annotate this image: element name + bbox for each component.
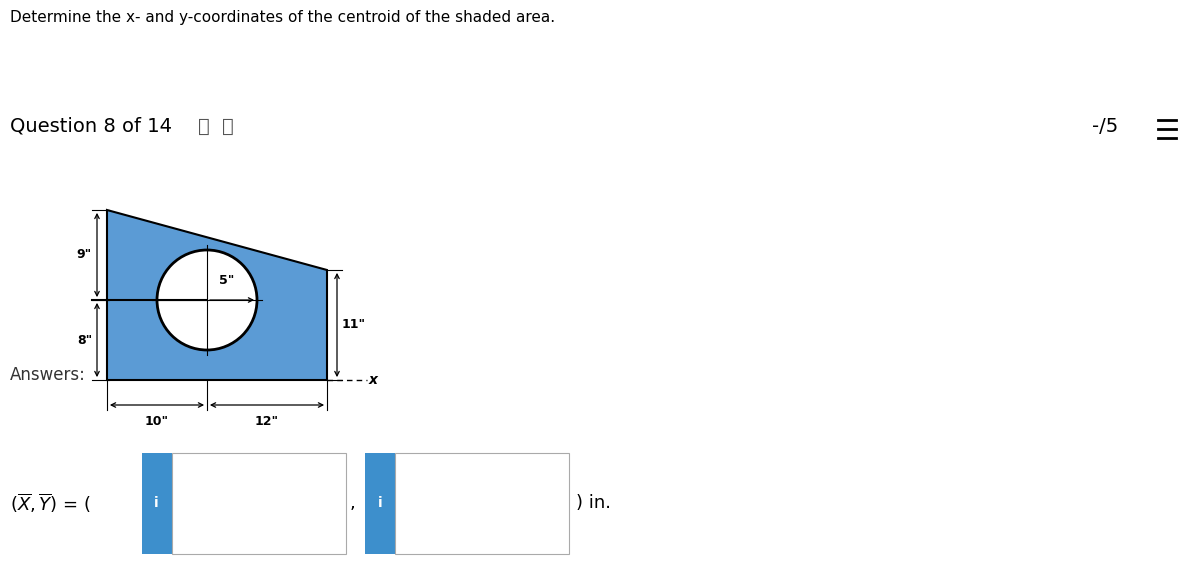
Text: 〉: 〉 (222, 116, 234, 135)
Text: x: x (370, 373, 378, 387)
Circle shape (157, 250, 257, 350)
Text: Question 8 of 14: Question 8 of 14 (10, 116, 172, 135)
FancyBboxPatch shape (142, 453, 172, 554)
Text: ) in.: ) in. (576, 494, 611, 512)
Text: -/5: -/5 (1092, 116, 1118, 135)
Text: 12": 12" (254, 415, 280, 428)
Text: ←  CW3: ← CW3 (36, 58, 104, 76)
FancyBboxPatch shape (395, 453, 569, 554)
Text: Answers:: Answers: (10, 366, 85, 384)
Text: 11": 11" (342, 318, 366, 332)
Text: i: i (155, 496, 158, 511)
Text: i: i (378, 496, 382, 511)
Text: ,: , (350, 494, 355, 512)
Text: 〈: 〈 (198, 116, 210, 135)
Polygon shape (107, 210, 326, 380)
Text: 10": 10" (145, 415, 169, 428)
Text: 5": 5" (220, 274, 234, 287)
Text: $(\overline{X}, \overline{Y})$ = (: $(\overline{X}, \overline{Y})$ = ( (10, 492, 90, 515)
Text: 8": 8" (77, 334, 92, 346)
Text: 9": 9" (77, 248, 92, 262)
Text: Determine the x- and y-coordinates of the centroid of the shaded area.: Determine the x- and y-coordinates of th… (10, 10, 554, 25)
FancyBboxPatch shape (172, 453, 346, 554)
FancyBboxPatch shape (365, 453, 395, 554)
